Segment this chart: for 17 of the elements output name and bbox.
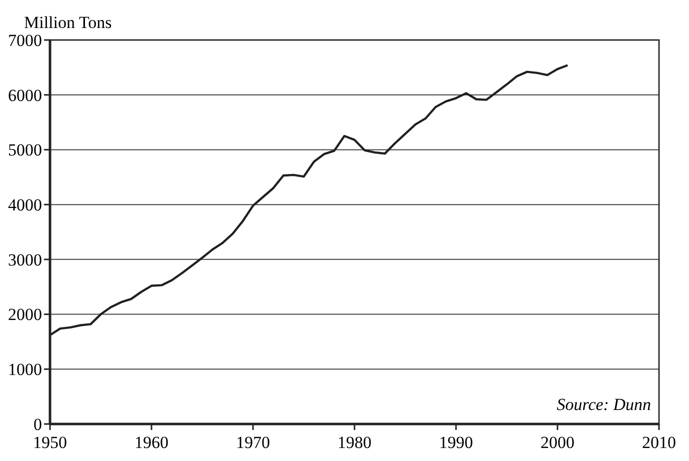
x-tick-label: 1970 [236, 433, 270, 452]
y-tick-label: 1000 [8, 360, 42, 380]
y-tick-label: 4000 [8, 196, 42, 215]
x-tick-label: 2010 [642, 433, 676, 452]
y-tick-label: 7000 [8, 30, 42, 50]
x-tick-label: 1980 [338, 433, 372, 452]
y-tick-label: 5000 [8, 140, 42, 160]
y-tick-label: 2000 [8, 305, 42, 324]
y-tick-label: 6000 [8, 86, 42, 105]
x-tick-label: 1950 [33, 433, 67, 452]
x-tick-label: 1960 [134, 433, 168, 452]
y-tick-label: 3000 [8, 250, 42, 270]
y-axis-title: Million Tons [24, 13, 112, 32]
annotation: Source: Dunn [556, 395, 651, 414]
y-tick-label: 0 [34, 414, 42, 434]
x-tick-label: 2000 [540, 433, 574, 452]
x-tick-label: 1990 [439, 433, 473, 452]
